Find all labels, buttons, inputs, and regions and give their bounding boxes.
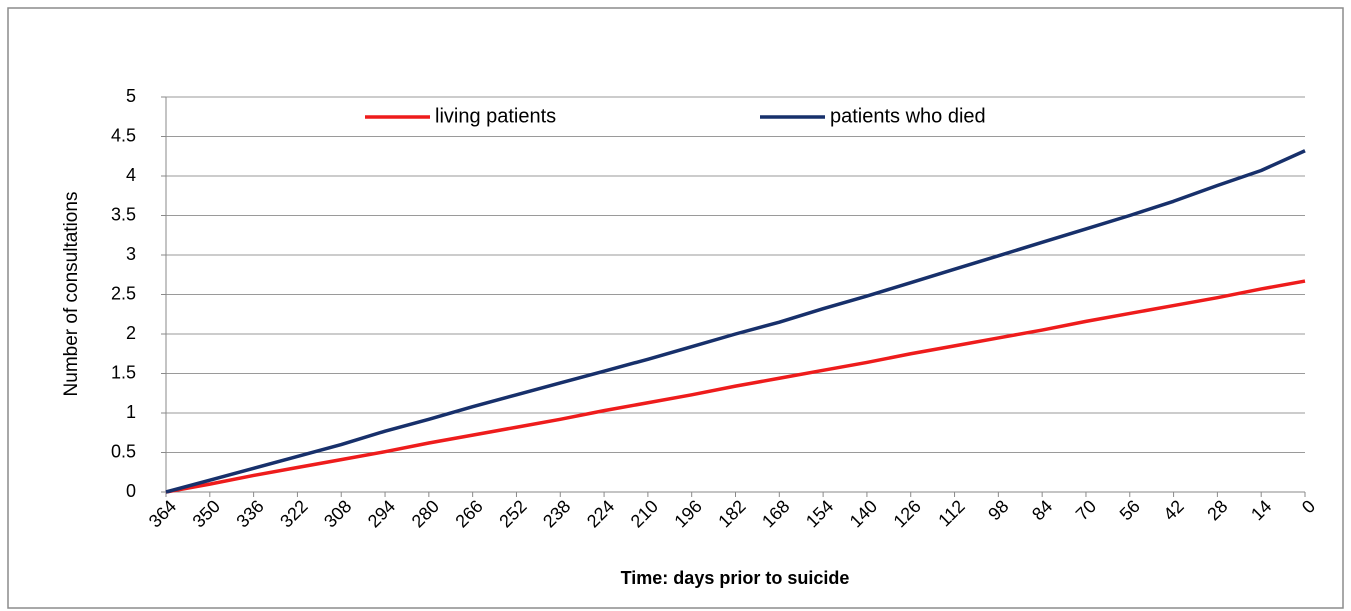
y-tick-label: 4 <box>126 165 136 185</box>
y-tick-label: 5 <box>126 86 136 106</box>
chart-border <box>7 7 1344 609</box>
legend-label: patients who died <box>830 105 986 127</box>
x-axis-title: Time: days prior to suicide <box>621 568 850 588</box>
y-tick-label: 4.5 <box>111 125 136 145</box>
y-tick-label: 2 <box>126 323 136 343</box>
y-tick-label: 2.5 <box>111 283 136 303</box>
y-axis-title: Number of consultations <box>61 192 82 397</box>
series-line <box>165 279 1306 494</box>
series-line <box>165 149 1306 494</box>
legend-label: living patients <box>435 105 556 127</box>
y-tick-label: 1.5 <box>111 362 136 382</box>
y-tick-label: 3 <box>126 244 136 264</box>
y-tick-label: 0 <box>126 481 136 501</box>
y-tick-label: 3.5 <box>111 204 136 224</box>
y-tick-label: 1 <box>126 402 136 422</box>
y-tick-label: 0.5 <box>111 441 136 461</box>
